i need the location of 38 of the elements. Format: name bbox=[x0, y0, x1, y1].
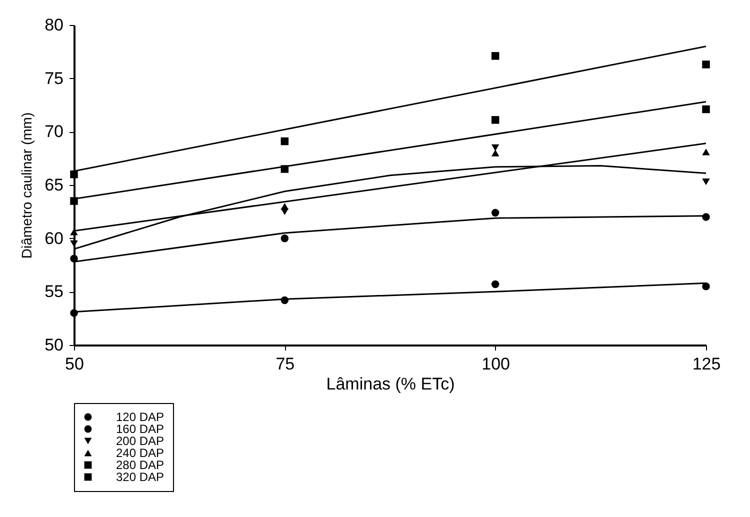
y-tick-label: 50 bbox=[44, 336, 64, 354]
point bbox=[70, 197, 78, 205]
point bbox=[70, 254, 78, 262]
y-tick-label: 65 bbox=[44, 176, 64, 194]
point bbox=[702, 105, 710, 114]
point bbox=[491, 150, 500, 156]
legend-label: 120 DAP bbox=[116, 410, 164, 424]
x-tick-label: 50 bbox=[65, 354, 84, 374]
point bbox=[702, 148, 710, 156]
y-tick-label: 55 bbox=[44, 282, 64, 302]
legend-label: 160 DAP bbox=[116, 422, 164, 436]
point bbox=[702, 282, 710, 290]
legend-label: 240 DAP bbox=[116, 446, 164, 460]
point bbox=[491, 208, 500, 217]
point bbox=[70, 228, 78, 236]
point bbox=[280, 234, 289, 242]
legend-label: 280 DAP bbox=[116, 458, 164, 472]
point bbox=[70, 170, 78, 178]
y-tick-label: 70 bbox=[44, 122, 64, 142]
point bbox=[491, 52, 500, 60]
point bbox=[491, 280, 500, 288]
point bbox=[491, 116, 500, 124]
point bbox=[491, 144, 500, 152]
point bbox=[702, 178, 710, 186]
y-tick-label: 75 bbox=[44, 68, 64, 88]
x-tick-label: 125 bbox=[692, 354, 721, 374]
y-tick-label: 60 bbox=[44, 228, 64, 248]
y-axis-title: Diâmetro caulinar (mm) bbox=[18, 112, 35, 259]
y-tick-label: 80 bbox=[44, 16, 64, 34]
point bbox=[70, 240, 78, 248]
x-axis-title: Lâminas (% ETc) bbox=[326, 374, 455, 394]
legend-label: 200 DAP bbox=[116, 434, 164, 448]
legend-label: 320 DAP bbox=[116, 470, 164, 484]
x-tick-label: 100 bbox=[482, 354, 510, 374]
point bbox=[702, 60, 710, 68]
point bbox=[280, 137, 289, 146]
point bbox=[280, 202, 289, 210]
x-tick-label: 75 bbox=[276, 354, 295, 374]
